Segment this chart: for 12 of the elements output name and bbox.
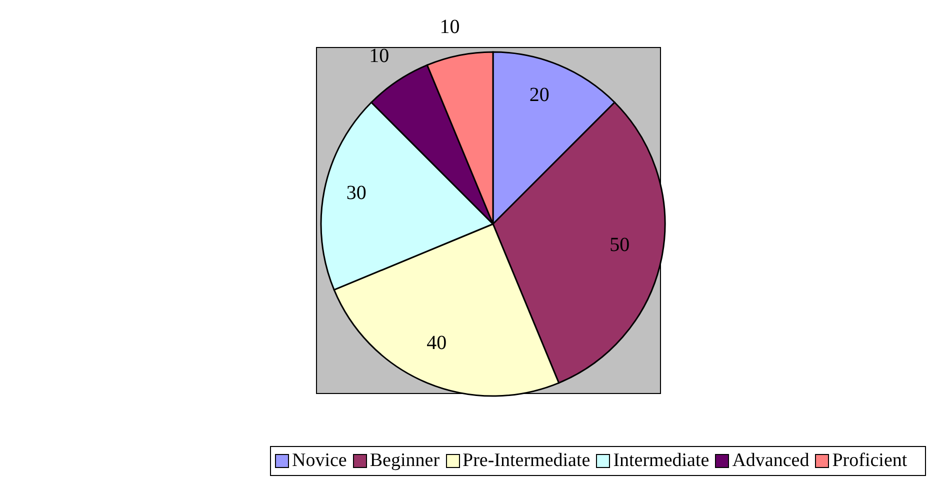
data-label: 10	[440, 16, 460, 38]
data-label: 50	[610, 234, 630, 256]
data-label: 10	[369, 45, 390, 68]
legend-label: Advanced	[732, 450, 810, 472]
legend-label: Proficient	[832, 450, 908, 472]
data-label: 30	[346, 182, 366, 204]
data-label: 40	[426, 332, 447, 354]
legend-label: Novice	[292, 450, 347, 472]
legend-label: Pre-Intermediate	[462, 450, 590, 472]
legend-label: Intermediate	[613, 450, 710, 472]
legend-label: Beginner	[370, 450, 440, 472]
data-label: 20	[529, 84, 550, 106]
